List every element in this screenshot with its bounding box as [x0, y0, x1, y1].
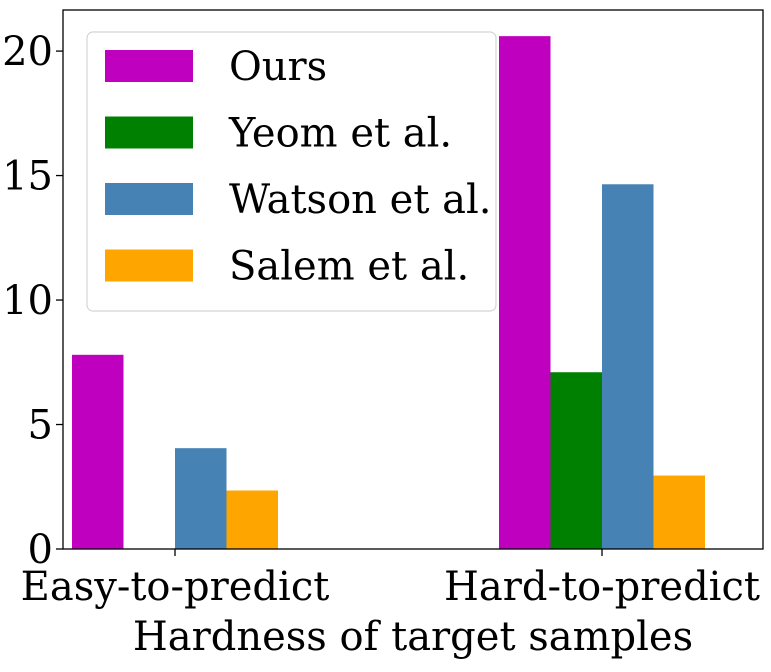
bar-1-series-4	[226, 490, 278, 549]
x-axis: Easy-to-predict Hard-to-predict	[21, 549, 760, 610]
y-tick-label: 0	[28, 527, 53, 573]
bar-2-series-1	[499, 36, 551, 550]
legend-label: Yeom et al.	[228, 111, 452, 157]
legend-label: Salem et al.	[229, 244, 469, 290]
bar-2-series-3	[602, 184, 654, 549]
x-tick-label: Easy-to-predict	[21, 564, 330, 610]
y-tick-label: 5	[28, 403, 53, 449]
legend-label: Watson et al.	[229, 177, 491, 223]
legend-swatch	[105, 249, 193, 282]
x-tick-label: Hard-to-predict	[444, 564, 760, 610]
legend-label: Ours	[229, 44, 327, 90]
legend-swatch	[105, 50, 193, 82]
bar-2-series-4	[653, 475, 705, 549]
y-axis: 0 5 10 15 20	[2, 29, 63, 573]
legend-swatch	[105, 183, 193, 215]
y-tick-label: 15	[2, 154, 53, 200]
legend: Ours Yeom et al. Watson et al. Salem et al.	[86, 31, 497, 312]
bar-2-series-2	[550, 372, 602, 549]
legend-frame	[86, 31, 497, 312]
bars-group	[72, 36, 705, 550]
legend-swatch	[105, 116, 193, 149]
plot-frame	[62, 9, 764, 550]
bar-1-series-1	[72, 354, 124, 549]
x-axis-label: Hardness of target samples	[133, 614, 693, 660]
y-tick-label: 10	[2, 278, 53, 324]
y-tick-label: 20	[2, 29, 53, 75]
bar-1-series-3	[175, 448, 227, 549]
